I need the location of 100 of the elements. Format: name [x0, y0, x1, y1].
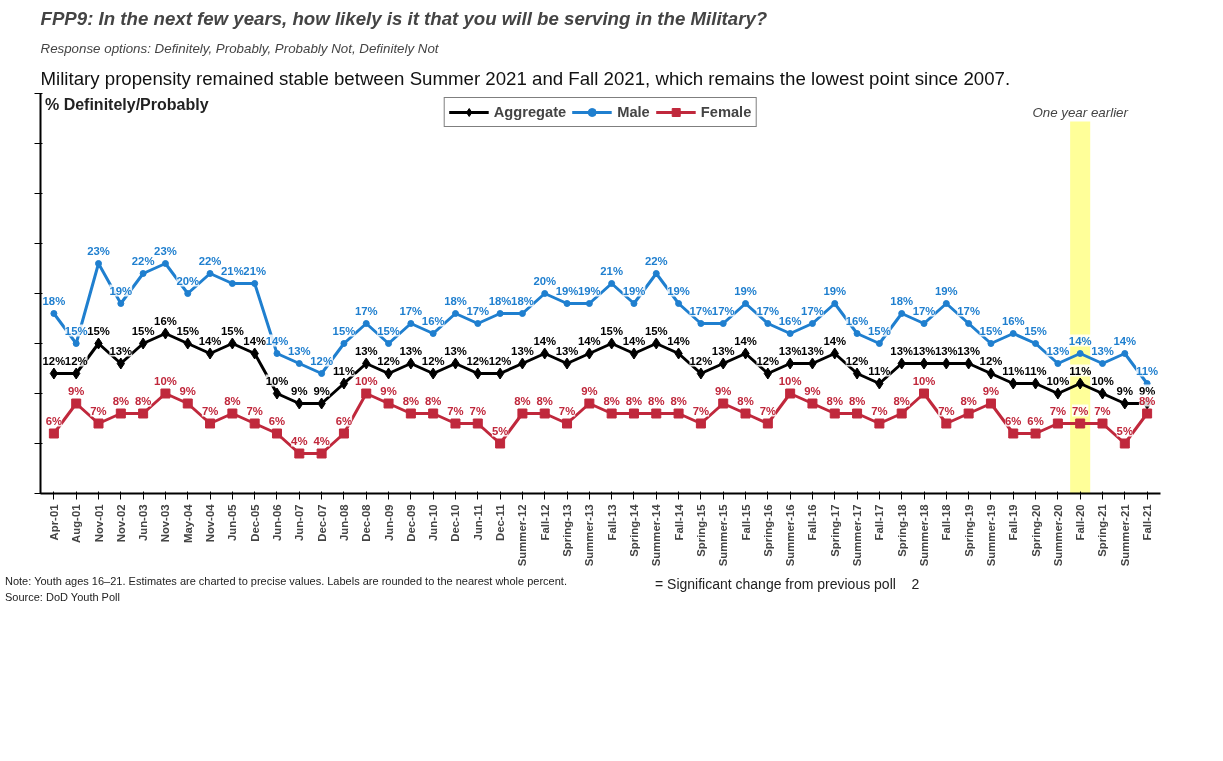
- text: = Significant change from previous poll 2: [655, 576, 920, 592]
- data-label: 8%: [402, 394, 420, 407]
- x-tick-label: Nov-02: [114, 504, 127, 543]
- data-label: 8%: [893, 394, 910, 407]
- data-label: 8%: [134, 394, 152, 407]
- data-label: 11%: [1002, 364, 1025, 377]
- data-label: 17%: [399, 304, 423, 317]
- x-tick-label: Spring-21: [1096, 504, 1109, 557]
- data-label: 7%: [871, 404, 888, 417]
- data-label: 8%: [670, 394, 687, 407]
- data-label: 19%: [934, 284, 958, 297]
- data-label: 22%: [644, 254, 668, 267]
- data-label: 7%: [90, 404, 107, 417]
- data-label: 9%: [804, 384, 821, 397]
- x-tick-label: Summer-12: [516, 504, 529, 567]
- x-tick-label: Dec-10: [449, 504, 462, 542]
- x-tick-label: Summer-19: [984, 504, 997, 567]
- data-label: 13%: [890, 344, 914, 357]
- x-tick-label: Summer-21: [1118, 504, 1131, 567]
- x-tick-label: Summer-18: [918, 504, 931, 567]
- data-label: 20%: [176, 274, 200, 287]
- data-label: 14%: [1068, 334, 1092, 347]
- x-tick-label: Apr-01: [47, 504, 60, 541]
- chart-title: FPP9: In the next few years, how likely is it that you will be serving in the Military?: [40, 7, 768, 29]
- data-label: 10%: [354, 374, 378, 387]
- data-label: 13%: [109, 344, 133, 357]
- data-label: 18%: [42, 294, 66, 307]
- data-label: 9%: [313, 384, 330, 397]
- data-label: 12%: [979, 354, 1003, 367]
- data-label: 12%: [466, 354, 490, 367]
- data-label: 16%: [154, 314, 177, 327]
- x-tick-label: Summer-13: [583, 504, 596, 567]
- x-tick-label: Jun-05: [226, 504, 239, 542]
- x-tick-label: Nov-01: [92, 504, 105, 543]
- data-label: 13%: [957, 344, 980, 357]
- x-tick-label: Nov-03: [159, 504, 172, 543]
- data-label: 9%: [1138, 384, 1156, 397]
- data-label: 11%: [1024, 364, 1047, 377]
- data-label: 15%: [64, 324, 88, 337]
- data-label: 11%: [332, 364, 355, 377]
- data-label: 23%: [87, 244, 110, 257]
- data-label: 9%: [715, 384, 732, 397]
- data-label: 4%: [313, 434, 330, 447]
- data-label: 6%: [1027, 414, 1044, 427]
- data-label: 19%: [734, 284, 757, 297]
- x-tick-label: Fall-20: [1074, 504, 1087, 541]
- data-label: 15%: [176, 324, 200, 337]
- data-label: 17%: [354, 304, 378, 317]
- data-label: 17%: [689, 304, 713, 317]
- data-label: 19%: [622, 284, 646, 297]
- x-tick-label: Dec-05: [248, 504, 261, 542]
- data-label: 10%: [1046, 374, 1070, 387]
- data-label: 12%: [689, 354, 713, 367]
- data-label: 5%: [1116, 424, 1133, 437]
- data-label: 8%: [224, 394, 241, 407]
- data-label: 13%: [287, 344, 311, 357]
- data-label: 8%: [514, 394, 531, 407]
- data-label: 15%: [87, 324, 110, 337]
- legend-label: Female: [700, 104, 752, 120]
- data-label: 13%: [1046, 344, 1070, 357]
- data-label: 14%: [1113, 334, 1137, 347]
- data-label: 11%: [1069, 364, 1092, 377]
- data-label: 9%: [68, 384, 85, 397]
- data-label: 6%: [268, 414, 286, 427]
- data-label: 21%: [243, 264, 267, 277]
- data-label: 8%: [424, 394, 442, 407]
- data-label: 15%: [868, 324, 891, 337]
- data-label: 8%: [826, 394, 843, 407]
- data-label: 13%: [399, 344, 423, 357]
- data-label: 7%: [938, 404, 955, 417]
- data-label: 16%: [778, 314, 802, 327]
- x-tick-label: Spring-13: [561, 504, 574, 557]
- x-tick-label: Dec-11: [494, 504, 507, 542]
- x-tick-label: Jun-06: [270, 504, 283, 542]
- x-tick-label: Dec-07: [315, 504, 328, 542]
- data-label: 10%: [265, 374, 289, 387]
- data-label: 18%: [511, 294, 534, 307]
- data-label: 22%: [198, 254, 222, 267]
- data-label: 5%: [491, 424, 509, 437]
- data-label: 14%: [578, 334, 601, 347]
- x-tick-label: Fall-15: [739, 504, 752, 541]
- data-label: 4%: [291, 434, 308, 447]
- x-tick-label: Spring-15: [694, 504, 707, 557]
- data-label: 7%: [759, 404, 777, 417]
- x-tick-label: Jun-09: [382, 504, 395, 542]
- data-label: 16%: [1001, 314, 1025, 327]
- data-label: 7%: [246, 404, 263, 417]
- data-label: 13%: [778, 344, 802, 357]
- x-tick-label: Spring-17: [828, 504, 841, 557]
- data-label: 13%: [934, 344, 958, 357]
- data-label: 18%: [890, 294, 914, 307]
- data-label: 15%: [600, 324, 624, 337]
- x-tick-label: Fall-16: [806, 504, 819, 541]
- data-label: 7%: [469, 404, 486, 417]
- data-label: 8%: [1138, 394, 1156, 407]
- data-label: 13%: [354, 344, 378, 357]
- x-tick-label: Spring-18: [895, 504, 908, 557]
- data-label: 9%: [380, 384, 397, 397]
- data-label: 12%: [42, 354, 66, 367]
- data-label: 9%: [581, 384, 598, 397]
